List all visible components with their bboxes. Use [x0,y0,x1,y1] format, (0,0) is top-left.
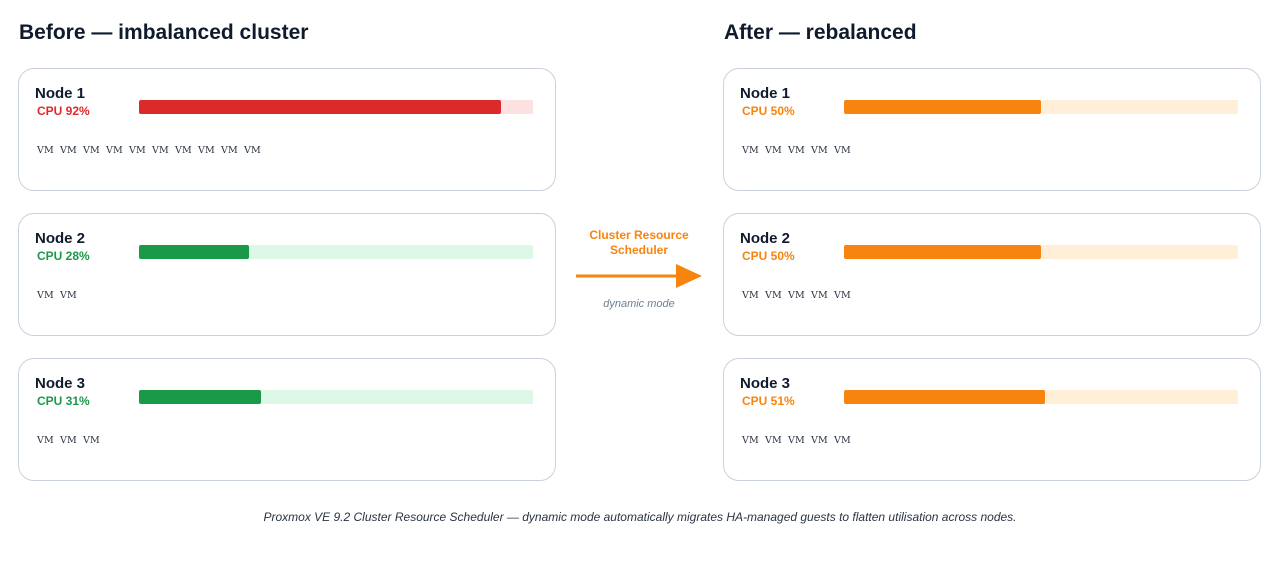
after-heading: After — rebalanced [724,21,917,44]
before-node-card-2: Node 2 CPU 28% VM VM [18,213,556,336]
vm-chip: VM [244,145,261,156]
cpu-bar-track [844,245,1238,259]
vm-list: VM VM VM VM VM VM VM VM VM VM [37,145,261,156]
vm-chip: VM [811,435,828,446]
node-name: Node 2 [35,230,86,247]
vm-chip: VM [37,145,54,156]
vm-chip: VM [834,435,851,446]
before-heading: Before — imbalanced cluster [19,21,309,44]
vm-chip: VM [742,290,759,301]
vm-chip: VM [834,290,851,301]
cpu-bar-track [844,100,1238,114]
figure-caption: Proxmox VE 9.2 Cluster Resource Schedule… [263,510,1017,524]
vm-chip: VM [175,145,192,156]
vm-chip: VM [788,145,805,156]
vm-chip: VM [83,435,100,446]
vm-chip: VM [198,145,215,156]
vm-chip: VM [152,145,169,156]
scheduler-label: Cluster Resource Scheduler [570,228,708,258]
cpu-label: CPU 31% [37,394,90,408]
vm-chip: VM [37,435,54,446]
after-node-card-1: Node 1 CPU 50% VM VM VM VM VM [723,68,1261,191]
cpu-bar-fill [844,100,1041,114]
vm-list: VM VM VM VM VM [742,290,851,301]
vm-chip: VM [788,435,805,446]
vm-chip: VM [221,145,238,156]
cpu-bar-fill [139,390,262,404]
vm-chip: VM [742,435,759,446]
node-name: Node 1 [35,85,86,102]
cpu-label: CPU 50% [742,249,795,263]
before-node-card-1: Node 1 CPU 92% VM VM VM VM VM VM VM VM VM VM [18,68,556,191]
vm-chip: VM [129,145,146,156]
cpu-bar-track [139,390,533,404]
vm-chip: VM [742,145,759,156]
scheduler-label-line1: Cluster Resource [589,228,689,242]
vm-chip: VM [60,435,77,446]
vm-chip: VM [788,290,805,301]
cpu-bar-fill [139,100,502,114]
vm-chip: VM [83,145,100,156]
cpu-bar-fill [139,245,250,259]
vm-chip: VM [811,145,828,156]
cpu-label: CPU 51% [742,394,795,408]
after-node-card-3: Node 3 CPU 51% VM VM VM VM VM [723,358,1261,481]
vm-list: VM VM VM [37,435,100,446]
vm-chip: VM [834,145,851,156]
vm-list: VM VM [37,290,77,301]
node-name: Node 2 [740,230,791,247]
node-name: Node 3 [35,375,86,392]
before-node-card-3: Node 3 CPU 31% VM VM VM [18,358,556,481]
node-name: Node 3 [740,375,791,392]
after-node-card-2: Node 2 CPU 50% VM VM VM VM VM [723,213,1261,336]
cpu-bar-track [844,390,1238,404]
vm-chip: VM [765,290,782,301]
vm-chip: VM [765,435,782,446]
vm-list: VM VM VM VM VM [742,435,851,446]
right-arrow-icon [576,264,702,288]
vm-chip: VM [60,290,77,301]
scheduler-mode: dynamic mode [603,298,675,310]
vm-chip: VM [765,145,782,156]
cpu-label: CPU 50% [742,104,795,118]
vm-chip: VM [106,145,123,156]
vm-list: VM VM VM VM VM [742,145,851,156]
cpu-bar-track [139,245,533,259]
cpu-bar-fill [844,245,1041,259]
scheduler-transition: Cluster Resource Scheduler dynamic mode [570,228,708,318]
scheduler-label-line2: Scheduler [609,243,669,257]
vm-chip: VM [60,145,77,156]
cpu-label: CPU 92% [37,104,90,118]
cpu-bar-track [139,100,533,114]
cpu-label: CPU 28% [37,249,90,263]
vm-chip: VM [37,290,54,301]
node-name: Node 1 [740,85,791,102]
cpu-bar-fill [844,390,1045,404]
vm-chip: VM [811,290,828,301]
